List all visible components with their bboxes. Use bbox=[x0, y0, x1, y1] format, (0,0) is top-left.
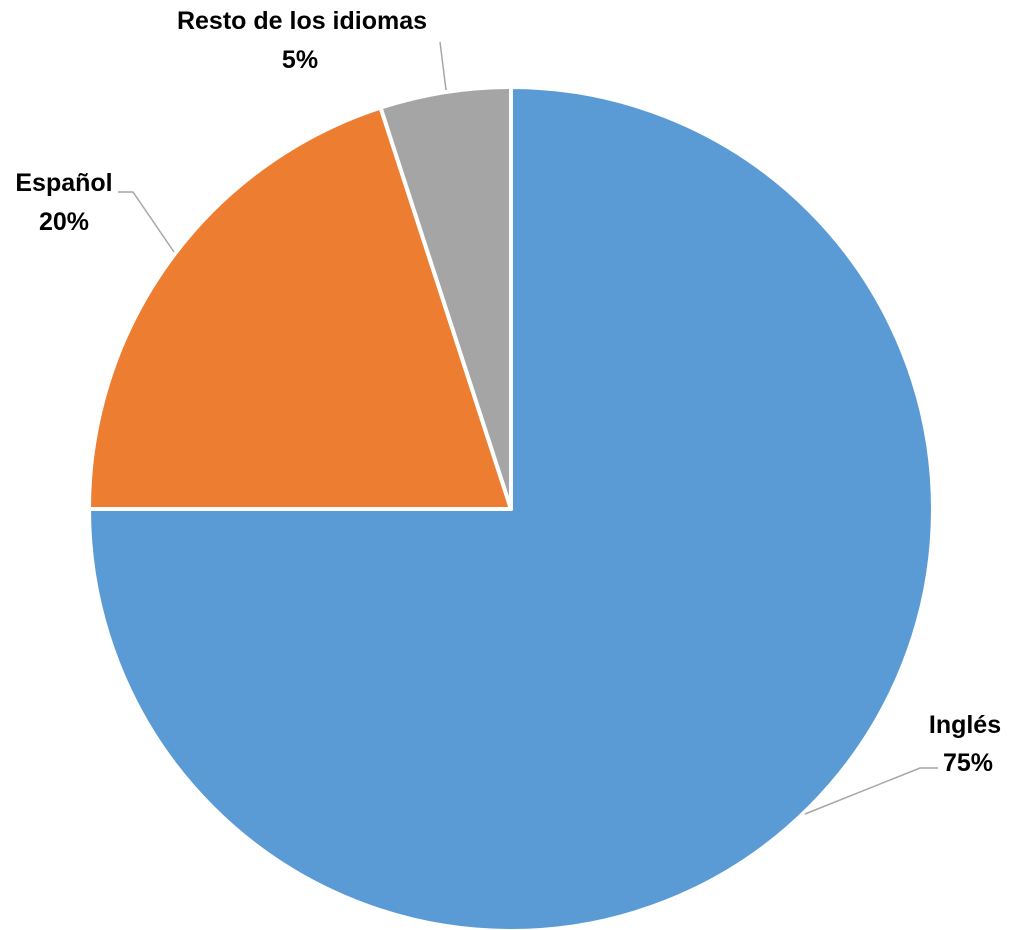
label-espanol-percent: 20% bbox=[39, 208, 89, 236]
slice-resto bbox=[378, 85, 513, 511]
pie-slices bbox=[87, 85, 935, 930]
label-resto-name: Resto de los idiomas bbox=[177, 7, 427, 35]
leader-espanol bbox=[118, 191, 175, 253]
leader-ingles bbox=[804, 767, 938, 815]
slice-espanol bbox=[87, 105, 513, 511]
label-ingles-name: Inglés bbox=[929, 711, 1001, 739]
label-ingles-percent: 75% bbox=[943, 749, 993, 777]
label-resto-percent: 5% bbox=[282, 46, 318, 74]
leader-lines bbox=[118, 41, 938, 815]
label-espanol-name: Español bbox=[15, 169, 112, 197]
leader-resto bbox=[439, 41, 447, 91]
